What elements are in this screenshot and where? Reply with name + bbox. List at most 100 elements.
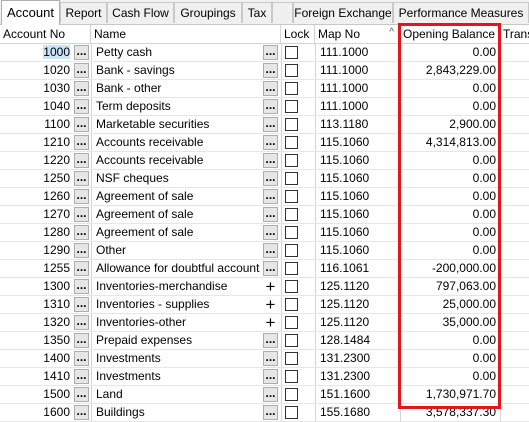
- lock-checkbox[interactable]: [285, 82, 298, 95]
- lock-checkbox[interactable]: [285, 244, 298, 257]
- account-name-cell[interactable]: Petty cash: [96, 45, 153, 59]
- name-lookup-button[interactable]: ...: [263, 135, 278, 150]
- lock-checkbox[interactable]: [285, 388, 298, 401]
- column-header-name[interactable]: Name: [91, 25, 281, 43]
- map-no-cell[interactable]: 125.1120: [320, 297, 370, 311]
- table-row[interactable]: 1210... Accounts receivable... 115.1060 4,3…: [0, 134, 529, 152]
- account-no-cell[interactable]: 1500: [0, 386, 72, 403]
- lock-checkbox[interactable]: [285, 280, 298, 293]
- account-lookup-button[interactable]: ...: [74, 81, 89, 96]
- table-row[interactable]: 1500... Land... 151.1600 1,730,971.70: [0, 386, 529, 404]
- table-row[interactable]: 1000... Petty cash... 111.1000 0.00: [0, 44, 529, 62]
- account-name-cell[interactable]: NSF cheques: [96, 171, 169, 185]
- lock-checkbox[interactable]: [285, 118, 298, 131]
- tab-account[interactable]: Account: [1, 0, 60, 25]
- tab-cash-flow[interactable]: Cash Flow: [107, 2, 174, 23]
- account-lookup-button[interactable]: ...: [74, 333, 89, 348]
- account-lookup-button[interactable]: ...: [74, 315, 89, 330]
- account-lookup-button[interactable]: ...: [74, 117, 89, 132]
- name-lookup-button[interactable]: ...: [263, 333, 278, 348]
- account-no-cell[interactable]: 1210: [0, 134, 72, 151]
- add-detail-icon[interactable]: +: [263, 279, 278, 294]
- opening-balance-cell[interactable]: 797,063.00: [435, 279, 496, 293]
- name-lookup-button[interactable]: ...: [263, 171, 278, 186]
- lock-checkbox[interactable]: [285, 190, 298, 203]
- account-no-cell[interactable]: 1220: [0, 152, 72, 169]
- account-lookup-button[interactable]: ...: [74, 99, 89, 114]
- name-lookup-button[interactable]: ...: [263, 189, 278, 204]
- account-name-cell[interactable]: Inventories - supplies: [96, 297, 210, 311]
- account-lookup-button[interactable]: ...: [74, 279, 89, 294]
- account-no-cell[interactable]: 1290: [0, 242, 72, 259]
- lock-checkbox[interactable]: [285, 352, 298, 365]
- lock-checkbox[interactable]: [285, 406, 298, 419]
- name-lookup-button[interactable]: ...: [263, 369, 278, 384]
- map-no-cell[interactable]: 125.1120: [320, 315, 370, 329]
- account-no-cell[interactable]: 1270: [0, 206, 72, 223]
- account-no-cell[interactable]: 1280: [0, 224, 72, 241]
- map-no-cell[interactable]: 128.1484: [320, 333, 371, 347]
- account-name-cell[interactable]: Agreement of sale: [96, 207, 194, 221]
- map-no-cell[interactable]: 111.1000: [320, 99, 369, 113]
- table-row[interactable]: 1310... Inventories - supplies +125.1120 25…: [0, 296, 529, 314]
- map-no-cell[interactable]: 111.1000: [320, 81, 369, 95]
- opening-balance-cell[interactable]: 0.00: [472, 45, 496, 59]
- account-name-cell[interactable]: Investments: [96, 351, 161, 365]
- lock-checkbox[interactable]: [285, 154, 298, 167]
- map-no-cell[interactable]: 115.1060: [320, 171, 370, 185]
- opening-balance-cell[interactable]: 0.00: [472, 333, 496, 347]
- account-lookup-button[interactable]: ...: [74, 225, 89, 240]
- name-lookup-button[interactable]: ...: [263, 405, 278, 420]
- account-no-cell[interactable]: 1250: [0, 170, 72, 187]
- lock-checkbox[interactable]: [285, 316, 298, 329]
- account-name-cell[interactable]: Inventories-merchandise: [96, 279, 228, 293]
- opening-balance-cell[interactable]: 0.00: [472, 81, 496, 95]
- lock-checkbox[interactable]: [285, 226, 298, 239]
- table-row[interactable]: 1320... Inventories-other +125.1120 35,000.…: [0, 314, 529, 332]
- opening-balance-cell[interactable]: 0.00: [472, 153, 496, 167]
- table-row[interactable]: 1255... Allowance for doubtful account...…: [0, 260, 529, 278]
- name-lookup-button[interactable]: ...: [263, 351, 278, 366]
- name-lookup-button[interactable]: ...: [263, 261, 278, 276]
- account-lookup-button[interactable]: ...: [74, 297, 89, 312]
- account-name-cell[interactable]: Allowance for doubtful account: [96, 261, 260, 275]
- tab-report[interactable]: Report: [60, 2, 107, 23]
- opening-balance-cell[interactable]: 0.00: [472, 369, 496, 383]
- account-name-cell[interactable]: Marketable securities: [96, 117, 210, 131]
- tab-performance-measures[interactable]: Performance Measures: [393, 2, 529, 23]
- map-no-cell[interactable]: 131.2300: [320, 351, 371, 365]
- lock-checkbox[interactable]: [285, 298, 298, 311]
- map-no-cell[interactable]: 125.1120: [320, 279, 370, 293]
- name-lookup-button[interactable]: ...: [263, 387, 278, 402]
- account-no-cell[interactable]: 1410: [0, 368, 72, 385]
- map-no-cell[interactable]: 111.1000: [320, 45, 369, 59]
- opening-balance-cell[interactable]: 3,578,337.30: [425, 405, 496, 419]
- account-lookup-button[interactable]: ...: [74, 207, 89, 222]
- account-no-cell[interactable]: 1255: [0, 260, 72, 277]
- table-row[interactable]: 1250... NSF cheques... 115.1060 0.00: [0, 170, 529, 188]
- table-row[interactable]: 1100... Marketable securities... 113.1180 2…: [0, 116, 529, 134]
- table-row[interactable]: 1270... Agreement of sale... 115.1060 0.00: [0, 206, 529, 224]
- account-no-cell[interactable]: 1020: [0, 62, 72, 79]
- opening-balance-cell[interactable]: 2,843,229.00: [425, 63, 496, 77]
- name-lookup-button[interactable]: ...: [263, 207, 278, 222]
- column-header-account-no[interactable]: Account No: [0, 25, 91, 43]
- account-no-cell[interactable]: 1600: [0, 404, 72, 421]
- account-lookup-button[interactable]: ...: [74, 261, 89, 276]
- tab-groupings[interactable]: Groupings: [174, 2, 242, 23]
- map-no-cell[interactable]: 115.1060: [320, 207, 370, 221]
- opening-balance-cell[interactable]: 0.00: [472, 351, 496, 365]
- lock-checkbox[interactable]: [285, 208, 298, 221]
- column-header-map-no[interactable]: Map No ^: [315, 25, 400, 43]
- account-no-cell[interactable]: 1030: [0, 80, 72, 97]
- map-no-cell[interactable]: 111.1000: [320, 63, 369, 77]
- table-row[interactable]: 1030... Bank - other... 111.1000 0.00: [0, 80, 529, 98]
- account-name-cell[interactable]: Other: [96, 243, 127, 257]
- account-lookup-button[interactable]: ...: [74, 369, 89, 384]
- account-lookup-button[interactable]: ...: [74, 153, 89, 168]
- map-no-cell[interactable]: 151.1600: [320, 387, 371, 401]
- account-lookup-button[interactable]: ...: [74, 135, 89, 150]
- table-row[interactable]: 1020... Bank - savings... 111.1000 2,843,22…: [0, 62, 529, 80]
- account-no-cell[interactable]: 1400: [0, 350, 72, 367]
- account-no-cell[interactable]: 1040: [0, 98, 72, 115]
